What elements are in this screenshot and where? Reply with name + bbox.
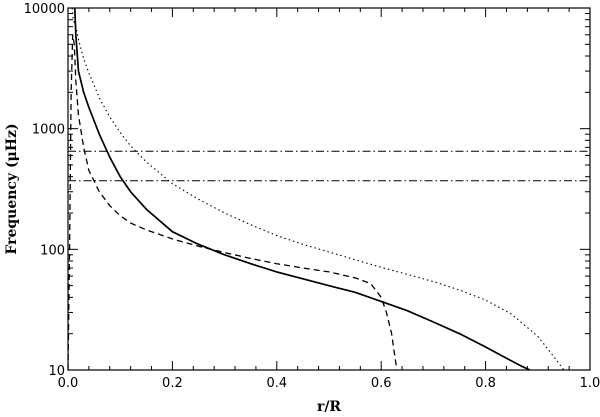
x-axis-label: r/R (317, 399, 341, 415)
y-tick-label: 100 (40, 243, 65, 258)
y-axis-label: Frequency (μHz) (4, 123, 20, 254)
series-layer (68, 8, 590, 370)
x-tick-label: 0.8 (475, 376, 496, 391)
series-line-3-dotted (71, 8, 565, 370)
y-tick-label: 1000 (32, 123, 65, 138)
x-tick-label: 0.0 (58, 376, 79, 391)
series-line-2-dashed (68, 34, 398, 370)
x-tick-label: 0.4 (266, 376, 287, 391)
plot-frame (67, 7, 591, 371)
y-tick-label: 10 (48, 364, 65, 379)
x-tick-label: 1.0 (580, 376, 600, 391)
series-line-1-solid (73, 8, 531, 370)
x-tick-label: 0.2 (162, 376, 183, 391)
y-tick-label: 10000 (24, 2, 65, 17)
ticks-layer: 0.0 0.2 0.4 0.6 0.8 1.0 10 100 1000 10000 (24, 2, 600, 391)
x-tick-label: 0.6 (371, 376, 392, 391)
